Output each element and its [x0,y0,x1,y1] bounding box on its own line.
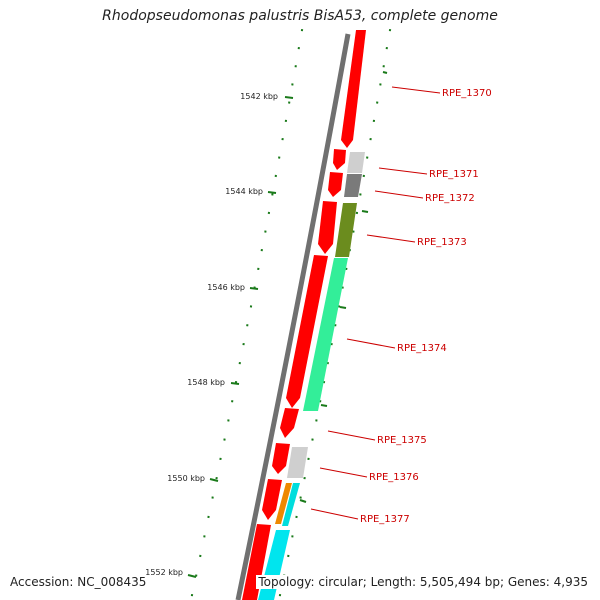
genome-backbone [235,33,351,600]
gene-label-rpe-1371[interactable]: RPE_1371 [429,169,479,180]
major-tick [267,191,277,194]
accession-text: Accession: NC_008435 [8,575,149,589]
label-leaders [310,86,441,520]
outer-major-tick [299,499,307,503]
leader-rpe-1377 [310,508,359,520]
outer-major-tick [320,404,328,407]
outer-major-tick [339,306,347,309]
major-tick [249,287,259,290]
tick-label-1548: 1548 kbp [187,378,225,387]
major-tick [209,478,219,482]
gene-label-rpe-1375[interactable]: RPE_1375 [377,435,427,446]
cds-arrow-rpe-1373[interactable] [318,201,337,254]
cds-arrow-rpe-1370[interactable] [341,30,366,148]
block-rpe-1377-cyan[interactable] [282,483,300,526]
block-rpe-1371[interactable] [347,152,365,173]
gene-label-rpe-1373[interactable]: RPE_1373 [417,237,467,248]
block-rpe-1372[interactable] [344,174,362,197]
tick-label-1544: 1544 kbp [225,187,263,196]
tick-label-1550: 1550 kbp [167,474,205,483]
block-rpe-1376[interactable] [287,447,308,478]
cds-arrow-rpe-1371[interactable] [333,149,346,170]
gene-labels: RPE_1370 RPE_1371 RPE_1372 RPE_1373 RPE_… [360,88,492,525]
cds-arrow-rpe-1372[interactable] [328,172,343,197]
major-tick [230,382,240,385]
major-tick [187,574,197,578]
tick-label-1542: 1542 kbp [240,92,278,101]
outer-major-tick [382,71,388,74]
block-rpe-1377-orange[interactable] [275,483,292,524]
leader-rpe-1374 [346,338,396,349]
leader-rpe-1376 [319,467,368,478]
outer-major-tick [361,210,369,213]
leader-rpe-1372 [374,190,424,199]
genome-summary-text: Topology: circular; Length: 5,505,494 bp… [256,575,590,589]
gene-label-rpe-1376[interactable]: RPE_1376 [369,472,419,483]
leader-rpe-1373 [366,234,416,243]
cds-arrow-rpe-1374[interactable] [286,255,328,408]
gene-label-rpe-1372[interactable]: RPE_1372 [425,193,475,204]
gene-label-rpe-1370[interactable]: RPE_1370 [442,88,492,99]
cds-arrow-rpe-1375[interactable] [280,408,299,438]
cds-arrow[interactable] [242,524,271,600]
leader-rpe-1370 [391,86,441,94]
major-tick [284,96,294,99]
tick-label-1546: 1546 kbp [207,283,245,292]
map-title: Rhodopseudomonas palustris BisA53, compl… [102,8,498,24]
gene-label-rpe-1377[interactable]: RPE_1377 [360,514,410,525]
leader-rpe-1375 [327,430,376,441]
block-rpe-1373[interactable] [335,203,357,257]
major-ticks: 1542 kbp 1544 kbp 1546 kbp 1548 kbp 1550… [145,71,388,578]
cds-arrow-rpe-1376[interactable] [272,443,290,474]
gene-label-rpe-1374[interactable]: RPE_1374 [397,343,447,354]
cds-arrow-rpe-1377[interactable] [262,479,282,520]
forward-cds-track [242,30,366,600]
inner-tick-marks [190,29,304,597]
leader-rpe-1371 [378,167,428,175]
tick-label-1552: 1552 kbp [145,568,183,577]
block-rpe-1374[interactable] [303,258,348,411]
